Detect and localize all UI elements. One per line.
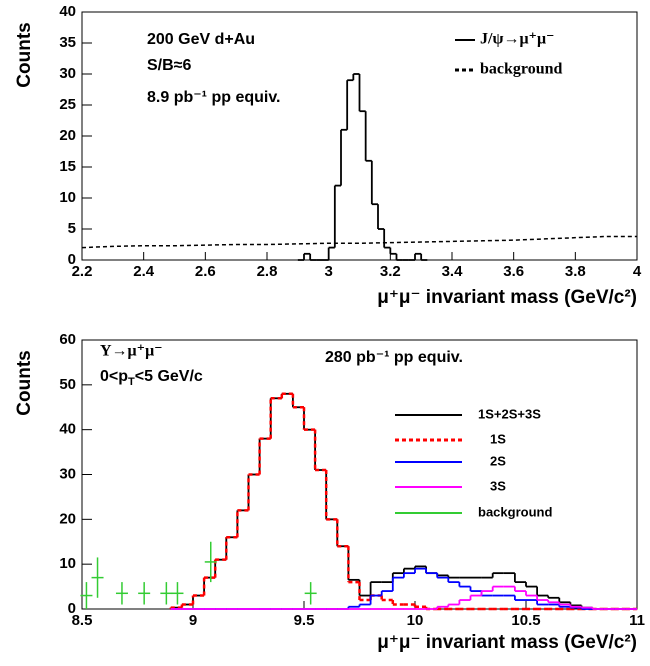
x-tick-label: 2.4 [133, 263, 155, 280]
annotation: S/B≈6 [147, 57, 191, 74]
x-axis-title: μ⁺μ⁻ invariant mass (GeV/c²) [377, 632, 637, 653]
x-tick-label: 2.8 [257, 263, 278, 280]
y-tick-label: 20 [59, 127, 76, 144]
x-tick-label: 3.6 [503, 263, 524, 280]
y-tick-label: 30 [59, 65, 76, 82]
x-tick-label: 4 [633, 263, 642, 280]
x-tick-label: 8.5 [72, 612, 93, 629]
y-tick-label: 20 [59, 510, 76, 527]
x-tick-label: 3.8 [565, 263, 586, 280]
annotation: 8.9 pb⁻¹ pp equiv. [147, 89, 281, 106]
x-axis-title: μ⁺μ⁻ invariant mass (GeV/c²) [377, 287, 637, 308]
y-tick-label: 40 [59, 421, 76, 438]
legend-label: background [480, 61, 563, 78]
y-tick-label: 0 [68, 600, 76, 617]
y-tick-label: 50 [59, 376, 76, 393]
legend-label: 1S [490, 431, 506, 446]
x-tick-label: 9.5 [294, 612, 315, 629]
legend-label: 1S+2S+3S [478, 406, 541, 421]
y-tick-label: 5 [68, 220, 76, 237]
annotation: 0<pT<5 GeV/c [100, 368, 203, 388]
annotation-part: T [128, 376, 135, 388]
annotation: Υ→μ⁺μ⁻ [100, 343, 163, 360]
x-tick-label: 9 [189, 612, 197, 629]
x-tick-label: 2.6 [195, 263, 216, 280]
annotation: 280 pb⁻¹ pp equiv. [325, 349, 463, 366]
y-tick-label: 30 [59, 465, 76, 482]
y-tick-label: 60 [59, 331, 76, 348]
x-tick-label: 3.2 [380, 263, 401, 280]
x-tick-label: 10 [407, 612, 424, 629]
background-line [81, 235, 637, 249]
annotation-part: <5 GeV/c [135, 368, 203, 385]
plot-frame [81, 11, 638, 261]
annotation: 200 GeV d+Au [147, 31, 255, 48]
x-tick-label: 3.4 [442, 263, 464, 280]
y-tick-label: 35 [59, 34, 76, 51]
x-tick-label: 11 [629, 612, 645, 629]
legend-label: 3S [490, 478, 506, 493]
legend-label: background [478, 504, 552, 519]
annotation-part: 0<p [100, 368, 128, 385]
x-tick-label: 10.5 [511, 612, 540, 629]
y-axis-title: Counts [14, 350, 35, 415]
y-tick-label: 40 [59, 3, 76, 20]
y-tick-label: 15 [59, 158, 76, 175]
legend-label: 2S [490, 453, 506, 468]
x-tick-label: 3 [324, 263, 332, 280]
y-tick-label: 25 [59, 96, 76, 113]
y-axis-title: Counts [14, 22, 35, 87]
legend-label: J/ψ→μ⁺μ⁻ [480, 31, 554, 48]
x-tick-label: 2.2 [72, 263, 93, 280]
y-tick-label: 0 [68, 251, 76, 268]
y-tick-label: 10 [59, 555, 76, 572]
y-tick-label: 10 [59, 189, 76, 206]
